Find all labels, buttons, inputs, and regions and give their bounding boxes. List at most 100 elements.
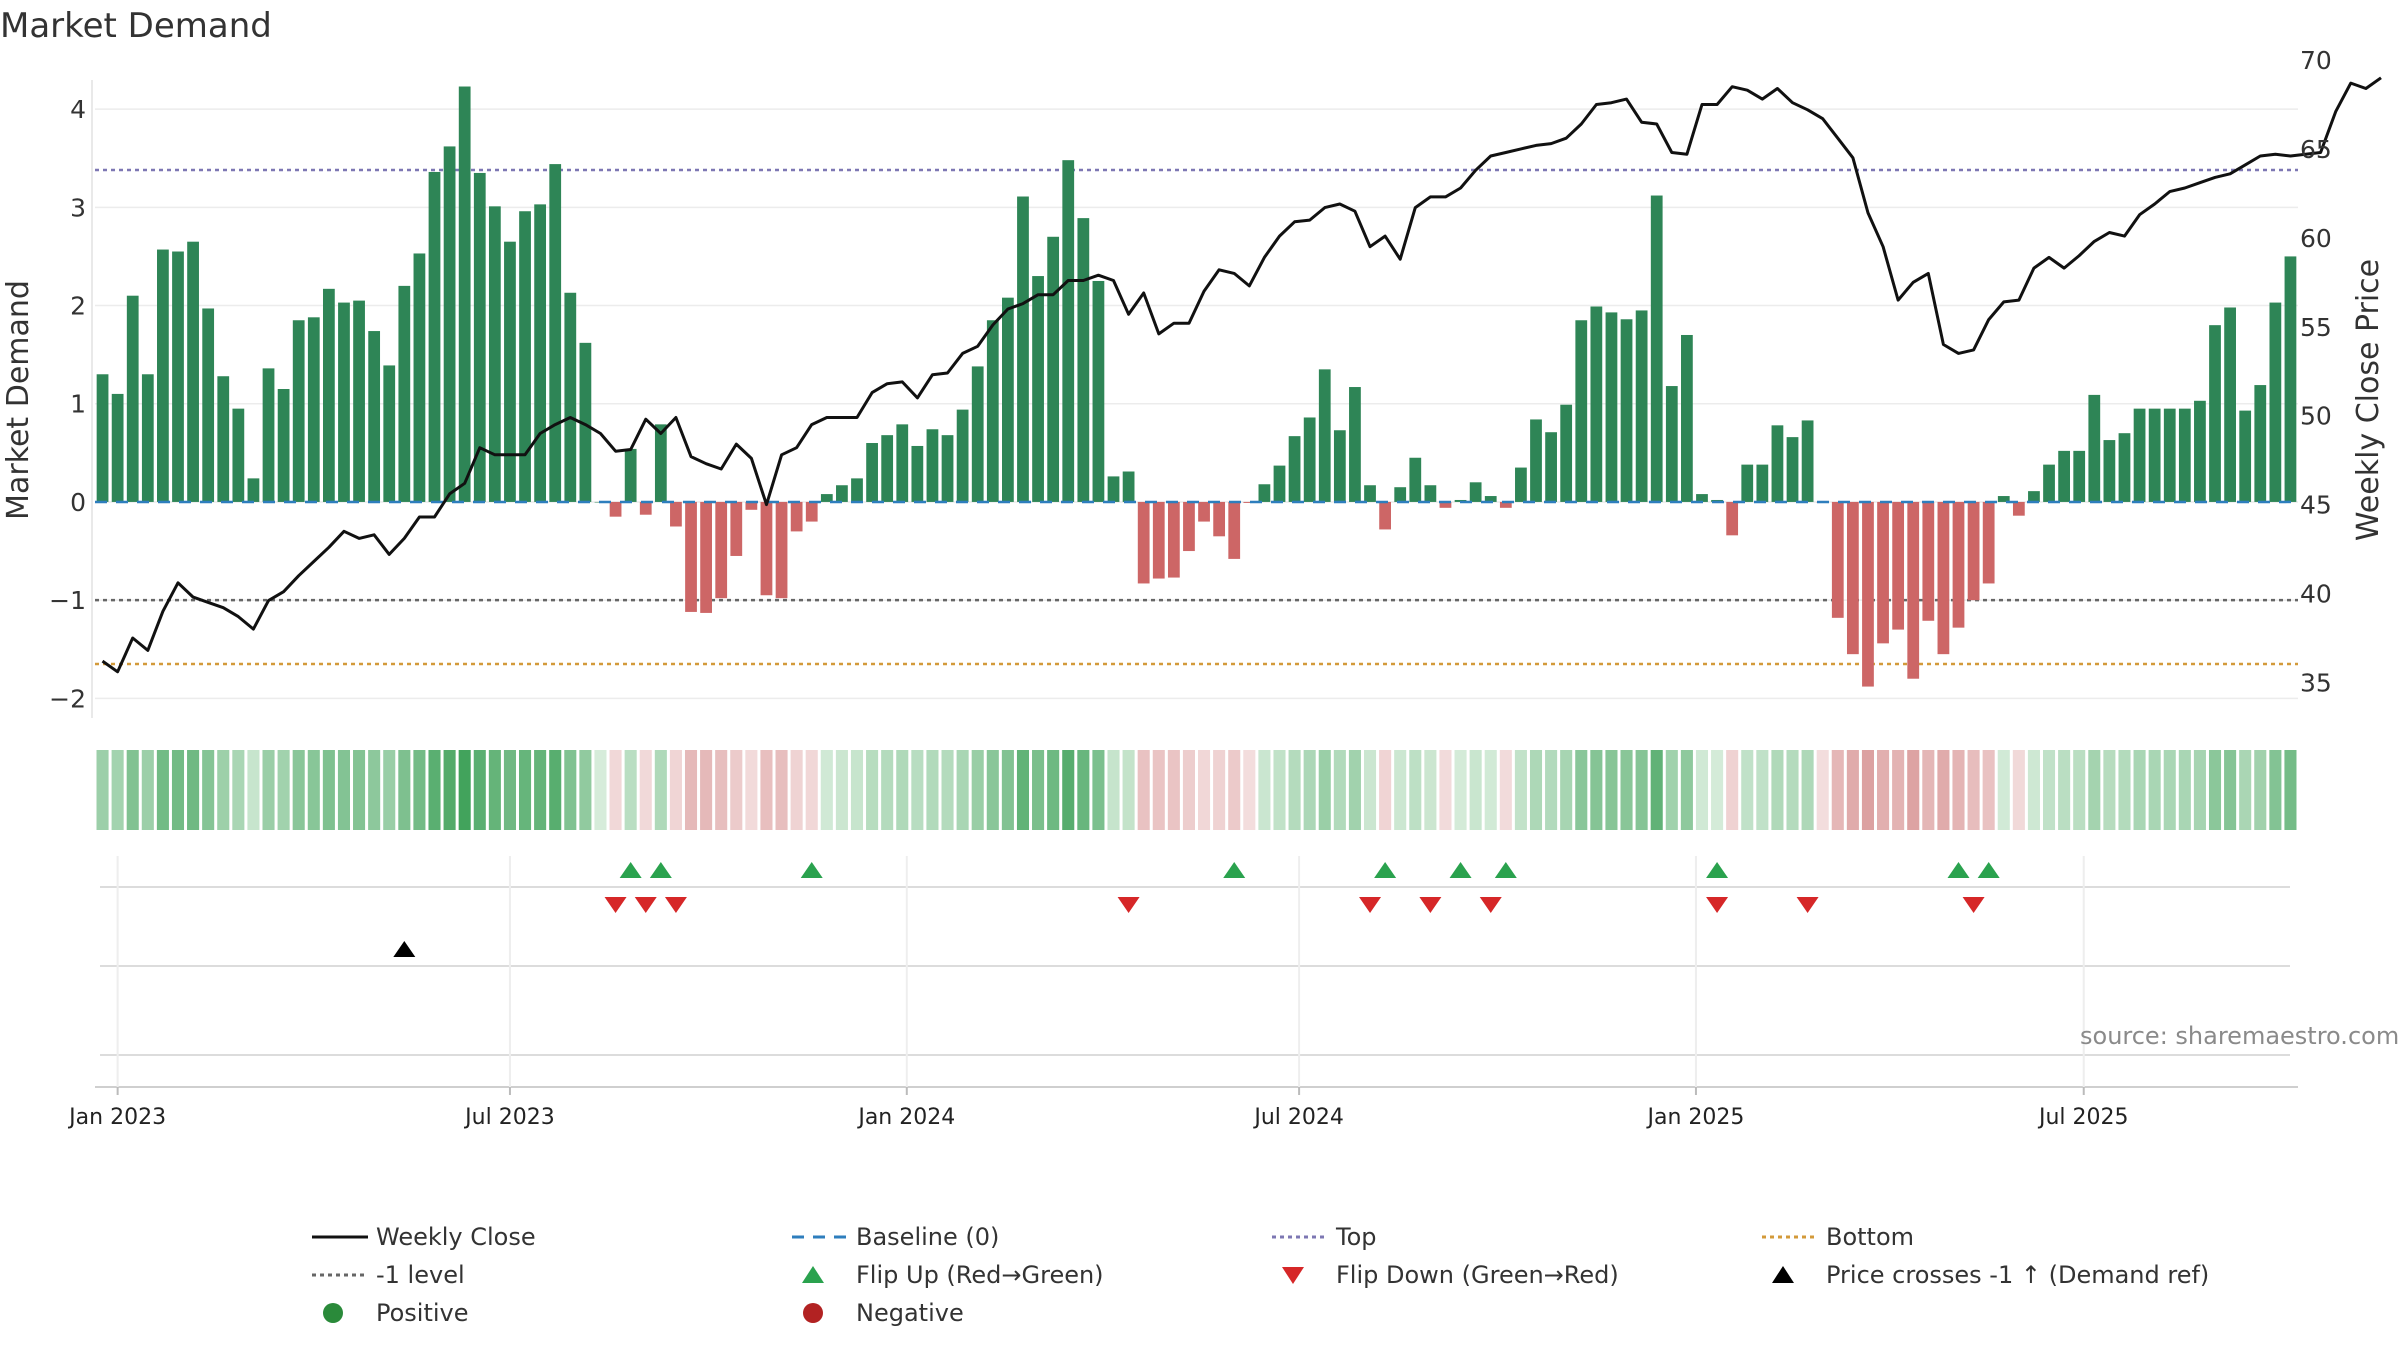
demand-bar [141,374,154,502]
demand-bar [504,241,516,502]
heat-cell [745,750,758,830]
heat-cell [1560,750,1573,830]
heat-cell [2088,750,2101,830]
heat-cell [307,750,320,830]
heat-cell [292,750,305,830]
heat-cell [1635,750,1648,830]
demand-bar [1952,501,1965,628]
demand-bar [941,435,954,502]
heat-cell [2224,750,2237,830]
legend-symbol-dot [323,1303,343,1323]
demand-bar [1922,501,1935,621]
demand-bar [2239,410,2252,502]
heat-cell [669,750,682,830]
heat-cell [1907,750,1920,830]
demand-bar [428,171,441,502]
heat-cell [790,750,803,830]
demand-bar [1530,419,1542,502]
demand-bar [2012,501,2025,516]
demand-bar [1394,487,1407,502]
demand-bar [971,366,984,502]
heat-cell [639,750,652,830]
heat-cell [1424,750,1437,830]
demand-bar [1032,276,1044,502]
demand-bar [157,249,169,502]
heat-cell [2012,750,2025,830]
demand-bar [1620,319,1633,502]
y-tick-label: 2 [70,292,86,321]
legend-label: Baseline (0) [856,1223,1000,1251]
heat-cell [1182,750,1195,830]
heat-cell [926,750,939,830]
heat-cell [1137,750,1150,830]
demand-bar [2103,440,2116,502]
demand-bar [1273,465,1286,502]
demand-bar [624,448,637,502]
demand-bar [670,501,682,527]
demand-bar [187,241,199,502]
demand-bar [956,409,969,502]
y-tick-label: 0 [70,488,86,517]
flip-down-marker [1479,897,1502,913]
heat-cell [1047,750,1060,830]
demand-bar [700,501,712,613]
flip-up-marker [619,862,642,878]
flip-down-marker [1706,897,1729,913]
demand-bar [715,501,728,599]
heat-cell [1801,750,1814,830]
heat-cell [594,750,607,830]
demand-bar [1605,312,1618,502]
x-axis: Jan 2023 Jul 2023 Jan 2024 Jul 2024 Jan 2025… [67,856,2298,1130]
heat-cell [1877,750,1890,830]
demand-bar [1424,485,1437,502]
y2-tick-label: 50 [2300,402,2332,431]
heat-cell [2284,750,2297,830]
demand-bar [1333,430,1346,502]
heat-cell [1152,750,1165,830]
heat-cell [971,750,984,830]
flip-up-marker [1449,862,1472,878]
demand-bar [1877,501,1889,644]
heat-cell [2254,750,2267,830]
heat-cell [1846,750,1859,830]
demand-bar [1288,436,1301,502]
demand-bar [1515,467,1527,502]
demand-bar [111,393,124,502]
flip-down-marker [664,897,687,913]
legend-label: Bottom [1826,1223,1915,1251]
demand-bar [1258,484,1271,502]
y2-tick-label: 65 [2300,135,2332,164]
heat-cell [1454,750,1467,830]
heat-cell [1922,750,1935,830]
heat-cell [488,750,501,830]
demand-bar [398,285,411,502]
legend-item: Flip Up (Red→Green) [780,1256,1104,1294]
heat-cell [2073,750,2086,830]
flip-down-marker [634,897,657,913]
demand-bar [1937,501,1950,655]
heat-cell [2027,750,2040,830]
axes: −2 −1 0 1 2 3 4 35 40 45 50 55 60 65 70 [49,46,2332,718]
demand-bar [564,292,577,502]
heat-cell [2042,750,2056,830]
demand-bar [775,501,788,599]
weekly-close-line [101,76,2382,674]
heat-cell [111,750,124,830]
y-axis-label: Market Demand [1,280,36,520]
demand-bar [1167,501,1180,578]
heat-cell [1605,750,1618,830]
demand-bar [1017,196,1029,502]
heat-cell [1756,750,1769,830]
heat-cell [1243,750,1256,830]
heat-cell [2208,750,2222,830]
legend-label: Positive [376,1299,469,1327]
heat-cell [866,750,879,830]
heat-cell [579,750,592,830]
heat-cell [337,750,351,830]
demand-bar [1107,476,1120,502]
heat-cell [941,750,954,830]
demand-bar [1681,334,1693,502]
demand-bar [730,501,743,556]
heat-cell [1831,750,1844,830]
